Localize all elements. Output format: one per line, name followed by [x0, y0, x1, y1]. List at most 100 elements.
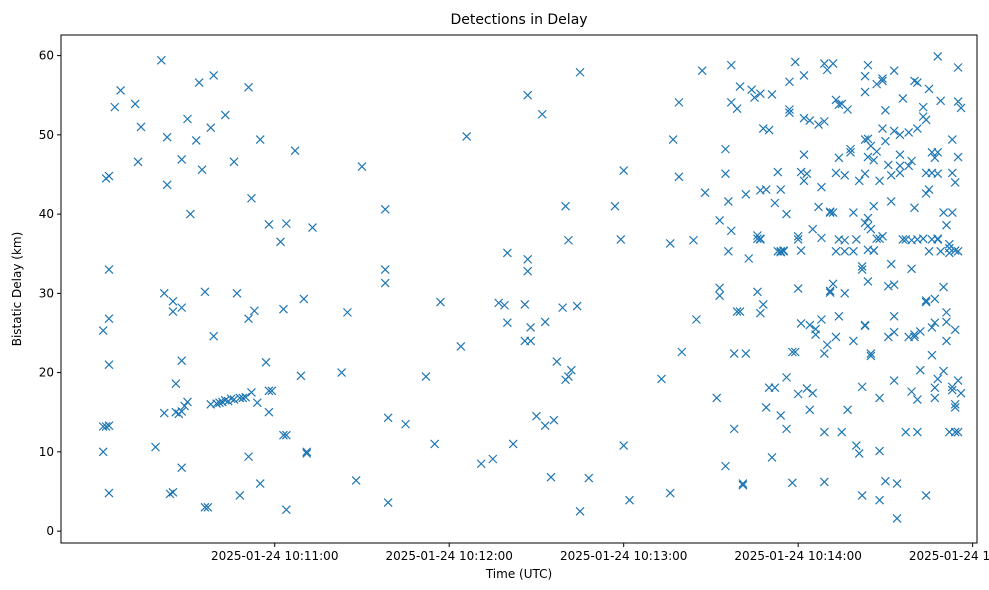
data-point — [502, 248, 512, 258]
data-point — [843, 105, 853, 114]
data-point — [540, 317, 550, 327]
data-point — [159, 288, 169, 298]
data-point — [261, 357, 271, 367]
data-point — [302, 447, 312, 457]
data-point — [209, 331, 219, 341]
data-point — [924, 246, 934, 256]
data-point — [921, 296, 931, 305]
data-point — [133, 157, 143, 167]
data-point — [782, 372, 791, 382]
data-point — [892, 514, 902, 523]
data-point — [866, 351, 876, 361]
data-point — [834, 153, 844, 163]
data-point — [299, 294, 309, 304]
data-point — [790, 57, 800, 67]
data-point — [700, 188, 710, 198]
data-point — [889, 66, 899, 76]
data-point — [558, 303, 568, 313]
data-point — [276, 237, 285, 247]
data-point — [825, 207, 835, 217]
data-point — [953, 97, 963, 106]
data-point — [761, 403, 771, 412]
data-point — [380, 278, 390, 288]
data-point — [380, 265, 390, 275]
data-point — [267, 386, 277, 396]
data-point — [805, 405, 815, 415]
data-point — [502, 318, 512, 328]
data-point — [185, 209, 195, 219]
plot-frame — [60, 34, 978, 544]
data-point — [831, 246, 841, 256]
data-point — [785, 105, 794, 114]
data-point — [380, 204, 390, 214]
data-point — [811, 324, 821, 334]
y-tick-label: 10 — [39, 445, 54, 459]
data-point — [744, 254, 754, 263]
data-point — [712, 393, 722, 403]
data-point — [875, 393, 885, 403]
data-point — [878, 76, 887, 86]
data-point — [351, 475, 361, 485]
data-point — [104, 171, 114, 181]
data-point — [476, 459, 486, 469]
data-point — [212, 399, 221, 408]
data-point — [939, 282, 948, 292]
data-point — [950, 403, 960, 412]
data-point — [383, 498, 393, 508]
data-point — [927, 323, 937, 332]
data-point — [866, 349, 876, 359]
data-point — [235, 491, 245, 500]
data-point — [840, 288, 850, 298]
data-point — [828, 208, 838, 217]
data-point — [796, 246, 806, 255]
data-point — [799, 176, 809, 186]
data-point — [715, 291, 725, 301]
data-point — [779, 246, 789, 255]
data-point — [933, 147, 943, 157]
data-point — [878, 124, 887, 133]
data-point — [953, 427, 963, 437]
data-point — [753, 234, 762, 244]
x-axis: 2025-01-24 10:11:00 2025-01-24 10:12:00 20… — [211, 543, 989, 563]
data-point — [846, 147, 855, 157]
data-point — [755, 234, 765, 244]
y-tick-label: 40 — [39, 207, 54, 221]
data-point — [953, 63, 963, 72]
data-point — [575, 67, 585, 77]
data-point — [255, 479, 265, 488]
data-point — [564, 372, 573, 381]
data-point — [942, 307, 951, 317]
data-point — [159, 408, 169, 418]
data-point — [880, 136, 890, 146]
data-point — [136, 122, 146, 132]
data-point — [924, 185, 934, 194]
data-point — [793, 235, 803, 244]
data-point — [866, 224, 876, 234]
data-point — [808, 388, 818, 398]
data-point — [665, 488, 675, 498]
x-tick-label: 2025-01-24 10:11:00 — [211, 549, 338, 563]
data-point — [904, 161, 914, 171]
y-tick-label: 0 — [46, 524, 54, 538]
data-point — [776, 185, 786, 194]
data-point — [104, 265, 114, 275]
data-point — [168, 487, 178, 497]
data-point — [942, 220, 951, 230]
data-point — [921, 115, 931, 125]
data-point — [831, 332, 841, 342]
data-point — [520, 300, 530, 309]
data-point — [787, 478, 797, 488]
data-point — [825, 288, 835, 297]
data-point — [883, 281, 893, 291]
data-point — [279, 304, 288, 314]
data-point — [942, 317, 951, 327]
data-point — [194, 78, 204, 87]
data-point — [197, 165, 207, 175]
data-point — [828, 59, 838, 68]
data-point — [936, 96, 946, 106]
data-point — [921, 189, 931, 198]
data-point — [168, 307, 178, 317]
data-point — [436, 297, 445, 307]
data-point — [726, 60, 736, 70]
data-point — [401, 419, 411, 429]
